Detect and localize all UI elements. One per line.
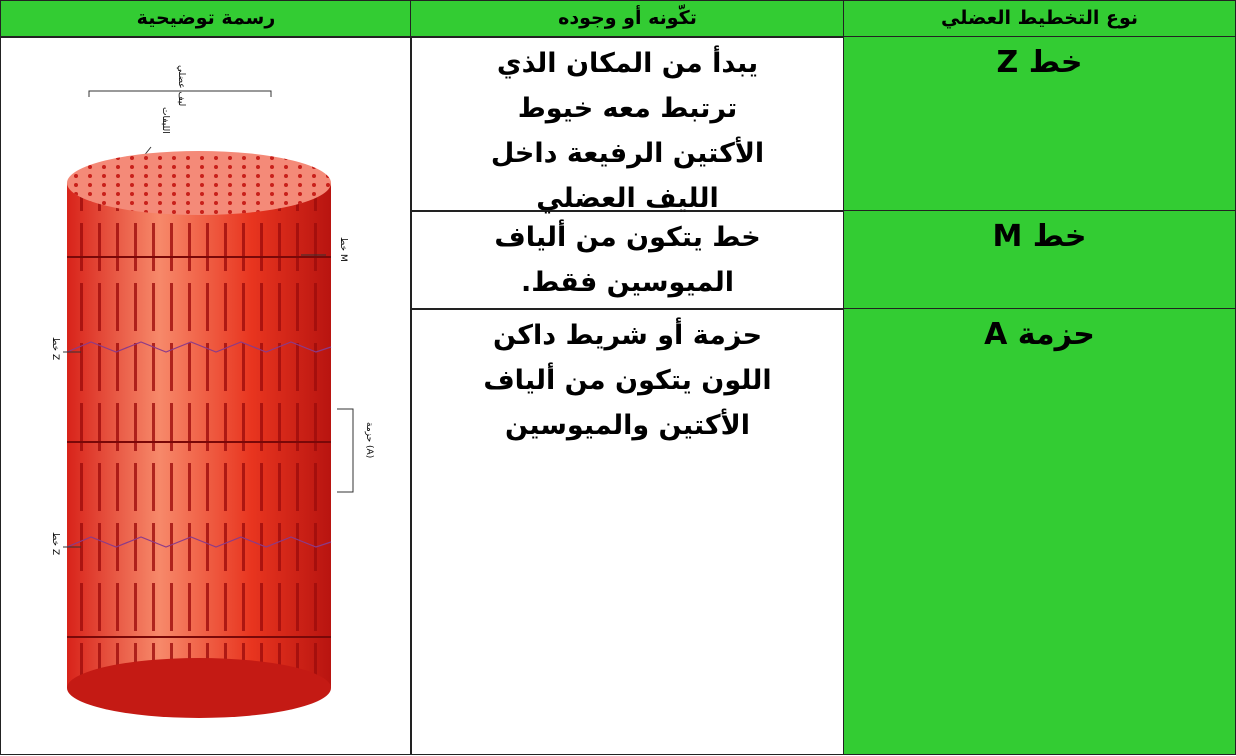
description-line: الليف العضلي [536,183,719,214]
muscle-fiber-illustration: ليف عضلي الليفات خط M خط Z حزمة (A) خط Z [50,65,374,718]
description-line: الميوسين فقط. [521,267,734,298]
description-line: ترتبط معه خيوط [517,93,738,124]
header-cell: تكّونه أو وجوده [410,0,845,38]
illustration-cell: ليف عضلي الليفات خط M خط Z حزمة (A) خط Z [0,36,412,755]
illustration-label: خط Z [50,532,60,555]
type-cell: حزمة A [843,308,1236,755]
illustration-label: حزمة (A) [364,422,374,458]
description-line: خط يتكون من ألياف [494,222,761,253]
description-line: الأكتين الرفيعة داخل [490,138,765,169]
description-cell: يبدأ من المكان الذي ترتبط معه خيوط الأكتين… [410,36,845,214]
header-cell: نوع التخطيط العضلي [843,0,1236,38]
description-line: حزمة أو شريط داكن [492,320,763,351]
description-cell: حزمة أو شريط داكن اللون يتكون من ألياف الأ… [410,308,845,755]
description-line: الأكتين والميوسين [505,410,750,441]
illustration-label: خط Z [50,337,60,360]
illustration-label: ليف عضلي [176,65,186,106]
illustration-label: خط M [338,237,348,262]
illustration-label: الليفات [160,107,170,134]
type-cell: خط M [843,210,1236,310]
description-cell: خط يتكون من ألياف الميوسين فقط. [410,210,845,310]
header-cell: رسمة توضيحية [0,0,412,38]
description-line: اللون يتكون من ألياف [483,365,772,396]
type-cell: خط Z [843,36,1236,212]
description-line: يبدأ من المكان الذي [496,48,759,79]
